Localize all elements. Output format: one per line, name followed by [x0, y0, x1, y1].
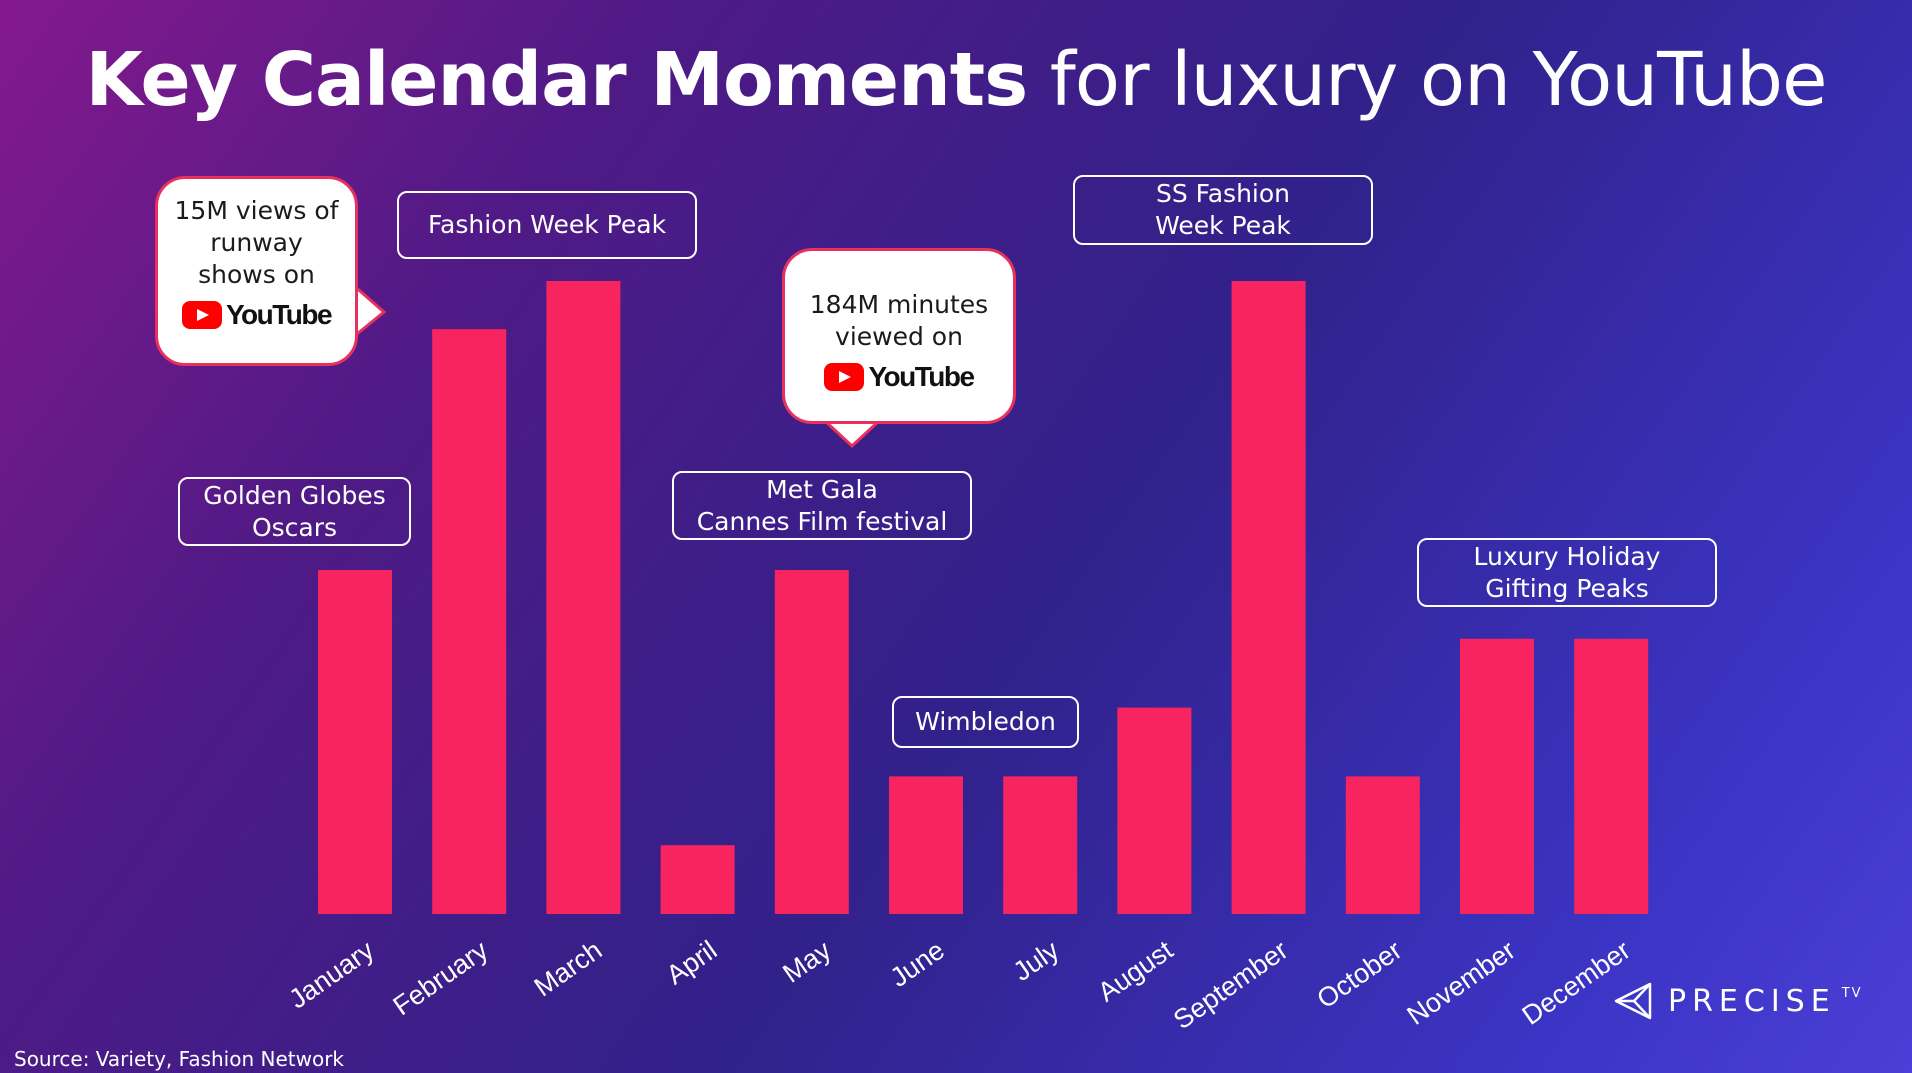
annotation-wimbledon: Wimbledon	[892, 696, 1079, 748]
youtube-logo-icon: YouTube	[824, 361, 975, 393]
bar-february	[432, 329, 507, 914]
annotation-fashion-week-peak: Fashion Week Peak	[397, 191, 697, 259]
bar-may	[774, 569, 849, 914]
brand-name: PRECISE	[1668, 983, 1836, 1019]
bar-march	[546, 281, 621, 914]
bar-june	[889, 776, 963, 914]
bar-august	[1117, 707, 1192, 914]
annotation-golden-globes: Golden Globes Oscars	[178, 477, 411, 546]
title-light: for luxury on YouTube	[1027, 37, 1828, 123]
source-note: Source: Variety, Fashion Network	[14, 1047, 344, 1071]
brand-suffix: TV	[1841, 985, 1863, 1001]
annotation-met-gala: Met Gala Cannes Film festival	[672, 471, 972, 540]
annotation-luxury-holiday: Luxury Holiday Gifting Peaks	[1417, 538, 1717, 607]
bar-january	[318, 569, 392, 914]
bar-april	[660, 845, 735, 914]
page-title: Key Calendar Moments for luxury on YouTu…	[0, 30, 1912, 130]
callout-minutes-viewed: 184M minutes viewed on YouTube	[782, 248, 1016, 424]
bar-october	[1345, 776, 1420, 914]
callout-pointer-minutes	[822, 420, 882, 449]
bar-november	[1460, 638, 1534, 914]
bar-july	[1003, 776, 1078, 914]
callout-pointer-runway	[352, 282, 387, 340]
precise-logo-icon	[1614, 982, 1652, 1020]
brand-logo: PRECISE TV	[1612, 980, 1863, 1022]
youtube-logo-icon: YouTube	[181, 299, 333, 331]
title-bold: Key Calendar Moments	[85, 37, 1028, 123]
callout-runway-views: 15M views of runway shows on YouTube	[155, 176, 358, 366]
annotation-ss-fashion-week: SS Fashion Week Peak	[1073, 175, 1373, 245]
bar-september	[1231, 281, 1306, 914]
bar-december	[1574, 638, 1649, 914]
